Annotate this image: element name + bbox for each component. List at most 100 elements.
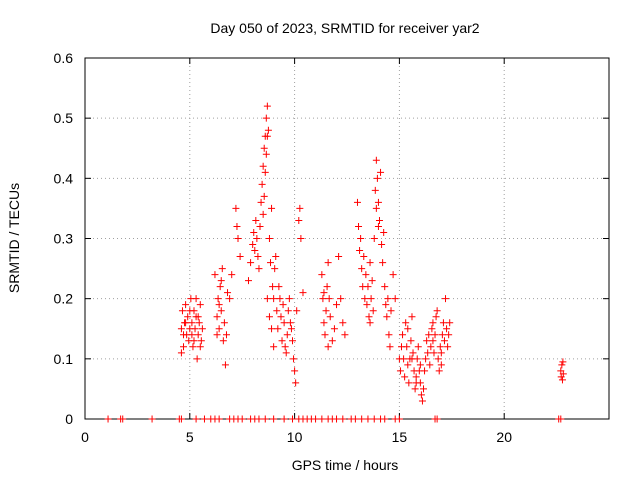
data-point — [285, 295, 293, 303]
data-point — [435, 367, 443, 375]
data-point — [421, 367, 429, 375]
data-point — [299, 289, 307, 297]
data-point — [251, 247, 259, 255]
data-point — [339, 415, 347, 423]
data-point — [119, 415, 127, 423]
data-point — [258, 180, 266, 188]
data-point — [289, 337, 297, 345]
data-point — [270, 295, 278, 303]
data-point — [363, 301, 371, 309]
x-tick-label: 0 — [81, 429, 89, 445]
data-point — [216, 283, 224, 291]
data-point — [234, 235, 242, 242]
x-tick-label: 10 — [287, 429, 303, 445]
data-point — [254, 253, 262, 261]
data-point — [255, 265, 263, 273]
data-point — [195, 319, 203, 327]
data-point — [276, 295, 284, 303]
data-point — [418, 397, 426, 405]
data-point — [364, 415, 372, 423]
chart-title: Day 050 of 2023, SRMTID for receiver yar… — [210, 20, 479, 36]
data-point — [290, 355, 298, 363]
data-point — [180, 343, 188, 351]
data-point — [370, 415, 378, 423]
plot-frame — [84, 57, 610, 420]
data-point — [379, 259, 387, 267]
data-point — [444, 343, 452, 351]
data-point — [437, 349, 445, 357]
data-point — [411, 385, 419, 393]
data-point — [428, 325, 436, 333]
x-tick-label: 15 — [392, 429, 408, 445]
data-point — [414, 343, 422, 351]
data-point — [218, 265, 226, 273]
data-point — [416, 361, 424, 369]
data-point — [425, 331, 433, 339]
data-point — [412, 379, 420, 387]
data-point — [247, 259, 255, 267]
data-point — [259, 210, 267, 218]
data-point — [211, 271, 219, 279]
data-point — [420, 385, 428, 393]
data-point — [244, 277, 252, 285]
data-point — [318, 415, 326, 423]
data-point — [198, 325, 206, 333]
data-point — [180, 331, 188, 339]
data-point — [265, 235, 273, 242]
data-point — [358, 265, 366, 273]
data-point — [353, 198, 361, 206]
y-tick-label: 0.5 — [54, 110, 74, 126]
data-point — [423, 337, 431, 345]
data-point — [381, 283, 389, 291]
data-point — [367, 295, 375, 303]
data-point — [177, 325, 185, 333]
data-point — [191, 325, 199, 333]
data-point — [259, 162, 267, 170]
data-point — [295, 216, 303, 224]
data-point — [433, 307, 441, 315]
data-point — [220, 319, 228, 327]
data-point — [222, 331, 230, 339]
data-point — [337, 295, 345, 303]
data-point — [405, 379, 413, 387]
data-point — [446, 319, 454, 327]
data-point — [372, 204, 380, 212]
data-point — [297, 235, 305, 242]
data-point — [228, 271, 236, 279]
data-point — [373, 174, 381, 182]
data-point — [226, 295, 234, 303]
data-point — [370, 235, 378, 242]
data-point — [193, 355, 201, 363]
data-point — [270, 343, 278, 351]
data-point — [384, 295, 392, 303]
data-point — [328, 337, 336, 345]
data-point — [263, 132, 271, 140]
y-tick-label: 0.2 — [54, 291, 74, 307]
data-point — [357, 235, 365, 242]
data-point — [196, 301, 204, 309]
data-point — [324, 259, 332, 267]
data-point — [557, 415, 565, 423]
data-point — [443, 325, 451, 333]
data-point — [401, 373, 409, 381]
data-point — [341, 331, 349, 339]
y-tick-label: 0.1 — [54, 351, 74, 367]
data-point — [440, 337, 448, 345]
data-point — [389, 271, 397, 279]
data-point — [261, 415, 269, 423]
data-point — [215, 415, 223, 423]
data-point — [409, 349, 417, 357]
data-point — [431, 331, 439, 339]
data-point — [263, 102, 271, 110]
data-point — [325, 295, 333, 303]
data-point — [284, 307, 292, 315]
data-point — [378, 241, 386, 249]
data-point — [326, 313, 334, 321]
data-point — [224, 289, 232, 297]
data-point — [281, 343, 289, 351]
data-point — [287, 325, 295, 333]
data-point — [232, 204, 240, 212]
data-point — [196, 343, 204, 351]
data-point — [385, 331, 393, 339]
